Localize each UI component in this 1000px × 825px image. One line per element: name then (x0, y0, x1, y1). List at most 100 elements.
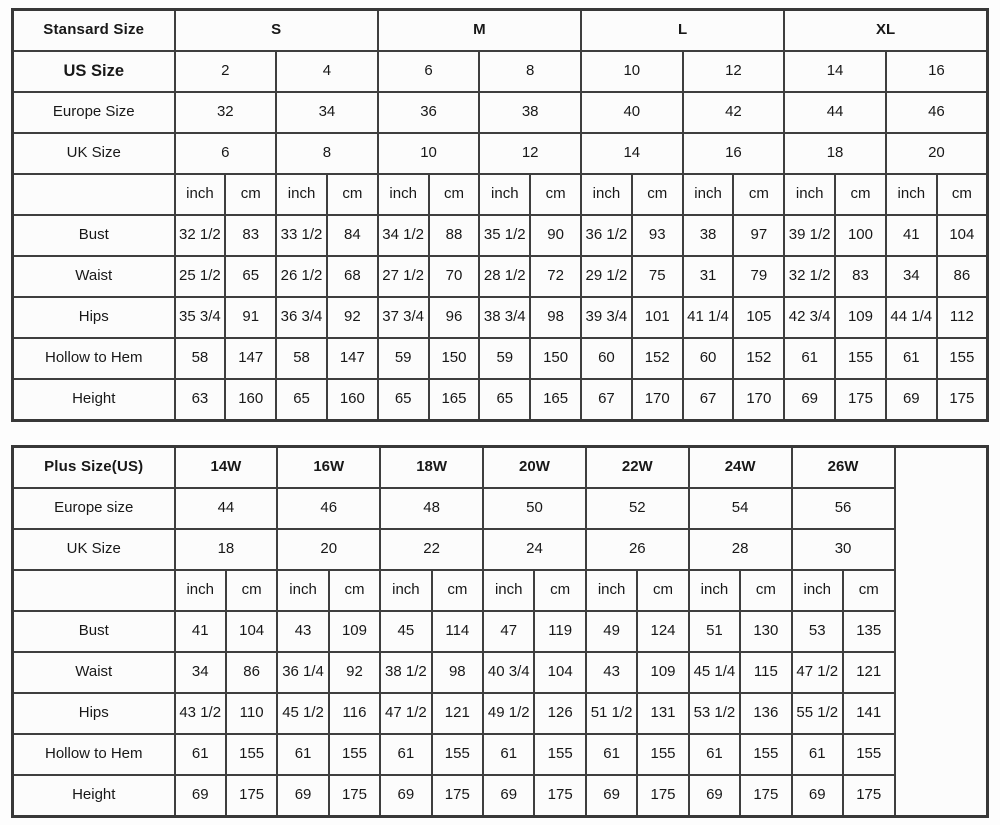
measurement-value-cell: 37 3/4 (376, 296, 430, 339)
size-value-cell: 46 (276, 487, 382, 530)
size-value-cell: 18 (173, 528, 279, 571)
measurement-value-cell: 36 3/4 (275, 296, 328, 339)
measurement-value-cell: 152 (732, 337, 786, 380)
size-value-cell: 24 (482, 528, 587, 571)
measurement-value-cell: 38 3/4 (478, 296, 532, 339)
size-value-cell: 20 (884, 132, 989, 175)
measurement-row: Height 69 175 69 175 69 175 69 175 69 175 69 175 69 17… (11, 774, 988, 818)
measurement-value-cell: 47 1/2 (790, 651, 844, 694)
unit-header-cell: cm (834, 173, 887, 216)
plus-size-chart-table: Plus Size(US) 14W 16W 18W 20W 22W 24W 26W Europe… (11, 445, 989, 818)
measurement-value-cell: 175 (533, 774, 587, 818)
measurement-value-cell: 61 (482, 733, 536, 776)
measurement-value-cell: 155 (935, 337, 989, 380)
measurement-label: Bust (11, 214, 176, 257)
size-group-header: 20W (482, 445, 587, 489)
measurement-value-cell: 25 1/2 (173, 255, 227, 298)
measurement-value-cell: 49 1/2 (482, 692, 536, 735)
measurement-value-cell: 155 (636, 733, 690, 776)
measurement-value-cell: 61 (584, 733, 639, 776)
measurement-label: Hollow to Hem (11, 733, 176, 776)
measurement-value-cell: 65 (275, 378, 328, 422)
measurement-value-cell: 67 (580, 378, 633, 422)
measurement-label: Hollow to Hem (11, 337, 176, 380)
row-label: Europe Size (11, 91, 176, 134)
measurement-value-cell: 38 1/2 (379, 651, 433, 694)
measurement-value-cell: 121 (430, 692, 485, 735)
measurement-value-cell: 104 (224, 610, 279, 653)
row-label: Europe size (11, 487, 176, 530)
measurement-value-cell: 27 1/2 (376, 255, 430, 298)
size-conversion-row: UK Size 18 20 22 24 26 28 30 (11, 528, 988, 571)
unit-header-cell: inch (687, 569, 742, 612)
measurement-value-cell: 61 (687, 733, 742, 776)
unit-header-cell: inch (376, 173, 430, 216)
size-value-cell: 52 (584, 487, 690, 530)
measurement-value-cell: 67 (681, 378, 735, 422)
measurement-value-cell: 170 (630, 378, 684, 422)
unit-header-cell: cm (325, 173, 379, 216)
measurement-value-cell: 69 (379, 774, 433, 818)
size-value-cell: 34 (275, 91, 379, 134)
size-group-header-row: Stansard Size S M L XL (11, 8, 989, 52)
measurement-value-cell: 155 (430, 733, 485, 776)
unit-header-row: inch cm inch cm inch cm inch cm inch cm inch cm inch… (11, 173, 989, 216)
unit-header-cell: inch (478, 173, 532, 216)
measurement-value-cell: 150 (529, 337, 582, 380)
measurement-value-cell: 61 (276, 733, 330, 776)
measurement-value-cell: 35 3/4 (173, 296, 227, 339)
size-value-cell: 14 (580, 132, 684, 175)
unit-header-cell: inch (584, 569, 639, 612)
size-value-cell: 32 (173, 91, 278, 134)
unit-header-cell: cm (732, 173, 786, 216)
measurement-value-cell: 93 (630, 214, 684, 257)
measurement-value-cell: 147 (224, 337, 278, 380)
size-value-cell: 26 (584, 528, 690, 571)
size-value-cell: 22 (379, 528, 485, 571)
size-value-cell: 4 (275, 50, 379, 93)
unit-header-cell: cm (224, 173, 278, 216)
size-value-cell: 16 (681, 132, 786, 175)
unit-header-cell: inch (275, 173, 328, 216)
measurement-value-cell: 175 (935, 378, 989, 422)
measurement-value-cell: 61 (790, 733, 844, 776)
empty-label-cell (11, 173, 176, 216)
unit-header-cell: cm (630, 173, 684, 216)
table-corner-label: Plus Size(US) (11, 445, 176, 489)
size-value-cell: 2 (173, 50, 278, 93)
measurement-value-cell: 69 (276, 774, 330, 818)
unit-header-cell: inch (173, 569, 227, 612)
measurement-value-cell: 61 (173, 733, 227, 776)
size-group-header-row: Plus Size(US) 14W 16W 18W 20W 22W 24W 26W (11, 445, 989, 818)
measurement-value-cell: 34 1/2 (376, 214, 430, 257)
measurement-value-cell: 36 1/2 (580, 214, 633, 257)
measurement-label: Waist (11, 255, 176, 298)
measurement-value-cell: 119 (533, 610, 587, 653)
size-conversion-row: Europe Size 32 34 36 38 40 42 44 46 (11, 91, 989, 134)
measurement-value-cell: 155 (533, 733, 587, 776)
size-conversion-row: Europe size 44 46 48 50 52 54 56 (11, 487, 988, 530)
size-value-cell: 8 (478, 50, 582, 93)
size-value-cell: 54 (687, 487, 793, 530)
unit-header-cell: cm (427, 173, 481, 216)
unit-header-cell: cm (430, 569, 485, 612)
unit-header-cell: cm (327, 569, 382, 612)
unit-header-cell: cm (636, 569, 690, 612)
measurement-value-cell: 39 3/4 (580, 296, 633, 339)
measurement-value-cell: 26 1/2 (275, 255, 328, 298)
measurement-value-cell: 69 (584, 774, 639, 818)
size-value-cell: 10 (580, 50, 684, 93)
measurement-value-cell: 53 (790, 610, 844, 653)
measurement-value-cell: 51 (687, 610, 742, 653)
measurement-value-cell: 42 3/4 (783, 296, 837, 339)
measurement-value-cell: 104 (533, 651, 587, 694)
measurement-row: Hollow to Hem 61 155 61 155 61 155 61 155 61 155 61… (11, 733, 988, 776)
measurement-value-cell: 96 (427, 296, 481, 339)
measurement-value-cell: 104 (935, 214, 989, 257)
measurement-value-cell: 65 (224, 255, 278, 298)
measurement-value-cell: 141 (841, 692, 896, 735)
size-value-cell: 18 (783, 132, 887, 175)
measurement-value-cell: 101 (630, 296, 684, 339)
measurement-label: Waist (11, 651, 176, 694)
measurement-label: Hips (11, 296, 176, 339)
